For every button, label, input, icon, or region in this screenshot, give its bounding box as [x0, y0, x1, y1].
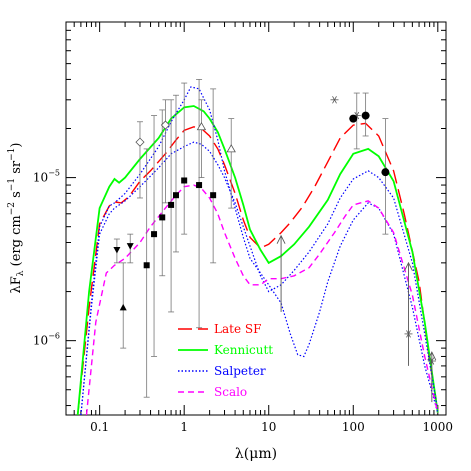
filled-square-marker: [210, 192, 217, 199]
filled-triangle-down-marker: [126, 243, 134, 250]
filled-triangle-down-marker: [113, 246, 121, 254]
axis-ticks: 0.1 1 10 100 1000 10−6 10−5: [33, 21, 454, 434]
markers-group: [113, 96, 436, 365]
star-marker: [332, 96, 337, 104]
series-group: [76, 86, 439, 415]
legend-label: Salpeter: [214, 364, 266, 378]
filled-circle-marker: [361, 111, 370, 120]
legend-label: Late SF: [214, 322, 261, 336]
filled-circle-marker: [381, 168, 390, 177]
error-bars-group: [113, 79, 437, 403]
x-tick-label: 10: [261, 420, 276, 434]
legend: Late SF Kennicutt Salpeter Scalo: [178, 322, 273, 399]
x-tick-label: 100: [342, 420, 365, 434]
series-line: [80, 141, 439, 415]
filled-square-marker: [159, 214, 166, 221]
filled-triangle-up-marker: [119, 303, 127, 311]
open-triangle-marker: [226, 144, 236, 153]
y-tick-label: 10−5: [33, 169, 60, 185]
legend-label: Kennicutt: [214, 343, 273, 357]
filled-square-marker: [151, 231, 158, 238]
series-line: [76, 105, 439, 415]
filled-circle-marker: [349, 114, 358, 123]
x-tick-label: 1: [180, 420, 188, 434]
arrow-head: [404, 261, 413, 272]
y-tick-label: 10−6: [33, 332, 60, 348]
open-diamond-marker: [135, 137, 145, 147]
series-line: [77, 122, 439, 415]
filled-square-marker: [181, 177, 188, 184]
star-marker: [429, 357, 435, 365]
filled-square-marker: [196, 182, 203, 189]
arrow-head: [276, 234, 286, 244]
series-line: [85, 184, 439, 415]
filled-square-marker: [168, 201, 175, 208]
star-marker: [406, 330, 411, 338]
open-diamond-marker: [160, 120, 170, 130]
x-tick-label: 0.1: [90, 420, 109, 434]
open-triangle-marker: [196, 121, 207, 131]
y-axis-label: λFλ (erg cm−2 s−1 sr−1): [7, 143, 26, 294]
series-line: [80, 86, 439, 415]
filled-square-marker: [172, 192, 179, 199]
arrow-head: [427, 351, 437, 361]
filled-square-marker: [143, 262, 150, 269]
x-tick-label: 1000: [423, 420, 454, 434]
legend-label: Scalo: [214, 385, 247, 399]
x-axis-label: λ(μm): [235, 446, 277, 462]
